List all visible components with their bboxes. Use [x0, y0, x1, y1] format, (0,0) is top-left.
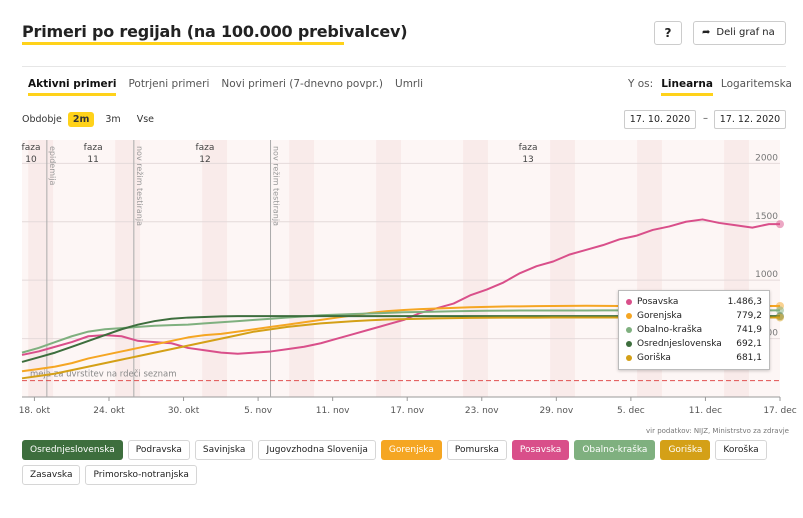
tooltip-series-name: Posavska — [637, 297, 679, 307]
phase-number: 13 — [522, 155, 533, 165]
tooltip-value: 681,1 — [736, 353, 762, 363]
x-tick-label: 30. okt — [168, 406, 200, 416]
period-all-button[interactable]: Vse — [136, 114, 154, 125]
legend-savinjska[interactable]: Savinjska — [194, 440, 254, 460]
legend-goriska[interactable]: Goriška — [660, 440, 711, 460]
legend-obalno-kraska[interactable]: Obalno-kraška — [574, 440, 656, 460]
phase-label: faza — [519, 143, 538, 153]
tooltip-value: 692,1 — [736, 339, 762, 349]
y-tick-label: 1000 — [755, 270, 778, 280]
tooltip-row: Obalno-kraška 741,9 — [626, 323, 762, 337]
series-endpoint — [776, 220, 784, 229]
tooltip-value: 1.486,3 — [727, 297, 762, 307]
phase-number: 12 — [199, 155, 210, 165]
period-selector: Obdobje 2m 3m Vse — [22, 112, 159, 127]
region-legend: Osrednjeslovenska Podravska Savinjska Ju… — [22, 440, 792, 485]
share-arrow-icon: ➦ — [702, 27, 711, 38]
legend-gorenjska[interactable]: Gorenjska — [380, 440, 442, 460]
date-separator: – — [703, 113, 708, 124]
x-tick-label: 11. dec — [689, 406, 722, 416]
weekend-band — [202, 140, 228, 397]
chart-tooltip: Posavska 1.486,3 Gorenjska 779,2 Obalno-kr… — [618, 290, 770, 370]
series-endpoint — [776, 306, 784, 315]
phase-label: faza — [22, 143, 41, 153]
tooltip-dot — [626, 313, 632, 319]
phase-label: faza — [84, 143, 103, 153]
share-button[interactable]: ➦ Deli graf na — [693, 21, 786, 45]
tooltip-dot — [626, 327, 632, 333]
share-button-label: Deli graf na — [716, 27, 775, 38]
x-tick-label: 24. okt — [93, 406, 125, 416]
series-endpoint — [776, 313, 784, 322]
legend-zasavska[interactable]: Zasavska — [22, 465, 81, 485]
source-line: vir podatkov: NIJZ, Ministrstvo za zdrav… — [646, 427, 789, 435]
event-line-label: nov režim testiranja — [135, 146, 144, 226]
y-axis-linear-option[interactable]: Linearna — [661, 78, 713, 96]
divider — [22, 66, 786, 67]
y-axis-log-option[interactable]: Logaritemska — [720, 78, 792, 90]
x-tick-label: 17. dec — [763, 406, 796, 416]
x-tick-label: 11. nov — [316, 406, 350, 416]
period-2m-button[interactable]: 2m — [67, 112, 95, 127]
y-tick-label: 1500 — [755, 212, 778, 222]
data-source-note: vir podatkov: NIJZ, Ministrstvo za zdrav… — [646, 427, 789, 436]
legend-pomurska[interactable]: Pomurska — [446, 440, 507, 460]
tab-umrli[interactable]: Umrli — [395, 78, 424, 90]
help-button[interactable]: ? — [654, 21, 682, 45]
metric-tabs: Aktivni primeri Potrjeni primeri Novi pr… — [28, 78, 423, 96]
tooltip-value: 779,2 — [736, 311, 762, 321]
y-tick-label: 2000 — [755, 153, 778, 163]
weekend-band — [463, 140, 488, 397]
legend-jugovzhodna-slovenija[interactable]: Jugovzhodna Slovenija — [258, 440, 376, 460]
phase-number: 11 — [87, 155, 98, 165]
tooltip-row: Osrednjeslovenska 692,1 — [626, 337, 762, 351]
tooltip-row: Goriška 681,1 — [626, 351, 762, 365]
tab-potrjeni-primeri[interactable]: Potrjeni primeri — [128, 78, 210, 90]
title-underline — [22, 42, 344, 45]
event-line-label: nov režim testiranja — [272, 146, 281, 226]
period-3m-button[interactable]: 3m — [105, 114, 121, 125]
tooltip-row: Posavska 1.486,3 — [626, 295, 762, 309]
x-tick-label: 17. nov — [390, 406, 424, 416]
tooltip-value: 741,9 — [736, 325, 762, 335]
legend-primorsko-notranjska[interactable]: Primorsko-notranjska — [85, 465, 197, 485]
page-title: Primeri po regijah (na 100.000 prebivalc… — [22, 22, 408, 41]
tab-aktivni-primeri[interactable]: Aktivni primeri — [28, 78, 117, 96]
tooltip-series-name: Obalno-kraška — [637, 325, 703, 335]
y-axis-label: Y os: — [628, 78, 654, 90]
legend-podravska[interactable]: Podravska — [127, 440, 190, 460]
weekend-band — [376, 140, 401, 397]
x-tick-label: 5. dec — [617, 406, 645, 416]
tooltip-dot — [626, 299, 632, 305]
tooltip-series-name: Osrednjeslovenska — [637, 339, 722, 349]
x-tick-label: 23. nov — [465, 406, 499, 416]
date-from-input[interactable]: 17. 10. 2020 — [624, 110, 696, 129]
x-tick-label: 29. nov — [539, 406, 573, 416]
tooltip-series-name: Gorenjska — [637, 311, 682, 321]
tab-novi-primeri[interactable]: Novi primeri (7-dnevno povpr.) — [221, 78, 384, 90]
threshold-label: meja za uvrstitev na rdeči seznam — [30, 369, 176, 380]
x-tick-label: 18. okt — [19, 406, 51, 416]
period-label: Obdobje — [22, 114, 62, 125]
legend-koroska[interactable]: Koroška — [715, 440, 767, 460]
tooltip-row: Gorenjska 779,2 — [626, 309, 762, 323]
tooltip-dot — [626, 355, 632, 361]
phase-number: 10 — [25, 155, 37, 165]
legend-osrednjeslovenska[interactable]: Osrednjeslovenska — [22, 440, 123, 460]
legend-posavska[interactable]: Posavska — [511, 440, 570, 460]
weekend-band — [550, 140, 575, 397]
tooltip-dot — [626, 341, 632, 347]
phase-label: faza — [195, 143, 214, 153]
x-tick-label: 5. nov — [244, 406, 273, 416]
event-line-label: epidemija — [48, 146, 57, 185]
weekend-band — [115, 140, 141, 397]
tooltip-series-name: Goriška — [637, 353, 671, 363]
date-to-input[interactable]: 17. 12. 2020 — [714, 110, 786, 129]
y-axis-toggle: Y os: Linearna Logaritemska — [628, 78, 792, 96]
weekend-band — [289, 140, 315, 397]
